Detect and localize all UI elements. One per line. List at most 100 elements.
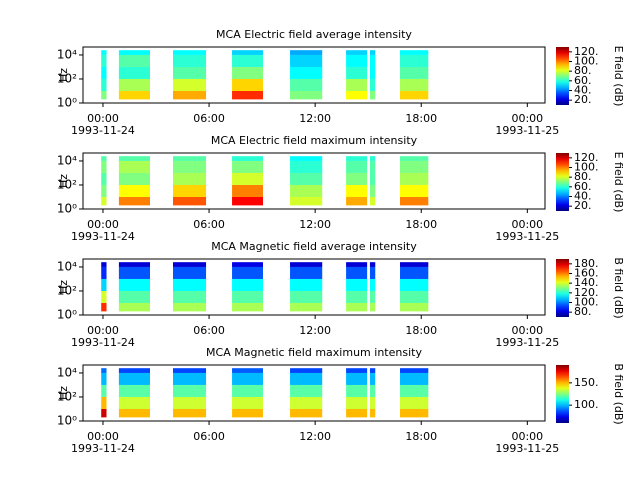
colorbar-tick-label: 140. — [574, 276, 599, 289]
heatmap-cell — [400, 196, 429, 206]
heatmap-cell — [118, 368, 151, 373]
x-tick-label: 06:00 — [193, 430, 225, 443]
heatmap-cell — [290, 302, 323, 312]
y-tick-label: 10⁰ — [57, 414, 77, 428]
y-tick-label: 10⁰ — [57, 202, 77, 216]
colorbar-tick-label: 80. — [574, 170, 592, 183]
colorbar-tick-label: 160. — [574, 267, 599, 280]
y-tick-label: 10² — [57, 283, 77, 297]
heatmap-cell — [290, 278, 323, 291]
heatmap-cell — [290, 66, 323, 79]
heatmap-cell — [400, 156, 429, 161]
heatmap-cell — [101, 160, 107, 173]
heatmap-cell — [290, 262, 323, 267]
heatmap-cell — [118, 290, 151, 303]
heatmap-cell — [118, 384, 151, 397]
heatmap-cell — [232, 408, 263, 418]
y-tick-label: 10² — [57, 71, 77, 85]
x-tick-date: 1993-11-24 — [71, 124, 135, 137]
heatmap-cell — [400, 50, 429, 55]
heatmap-cell — [232, 196, 263, 206]
heatmap-cell — [118, 278, 151, 291]
x-tick-label: 00:00 — [511, 218, 543, 231]
heatmap-cell — [232, 396, 263, 409]
colorbar-tick-label: 60. — [574, 180, 592, 193]
heatmap-cell — [346, 156, 368, 161]
x-tick-label: 00:00 — [87, 218, 119, 231]
colorbar-label: E field (dB) — [612, 152, 625, 213]
colorbar-tick-label: 80. — [574, 64, 592, 77]
heatmap-cell — [400, 54, 429, 67]
x-tick-label: 06:00 — [193, 112, 225, 125]
heatmap-cell — [290, 50, 323, 55]
heatmap-cell — [101, 408, 107, 418]
heatmap-cell — [101, 262, 107, 267]
heatmap-cell — [290, 408, 323, 418]
heatmap-cell — [172, 50, 207, 55]
colorbar-tick-label: 20. — [574, 199, 592, 212]
heatmap-cell — [232, 266, 263, 279]
colorbar — [556, 47, 569, 105]
heatmap-cell — [290, 384, 323, 397]
heatmap-cell — [400, 90, 429, 100]
heatmap-cell — [290, 160, 323, 173]
colorbar-tick-label: 150. — [574, 376, 599, 389]
heatmap-cell — [118, 66, 151, 79]
heatmap-cell — [400, 262, 429, 267]
heatmap-cell — [101, 290, 107, 303]
heatmap-cell — [290, 290, 323, 303]
x-tick-label: 00:00 — [87, 324, 119, 337]
heatmap-cell — [232, 172, 263, 185]
heatmap-cell — [118, 90, 151, 100]
colorbar-tick-label: 180. — [574, 257, 599, 270]
x-tick-label: 18:00 — [405, 324, 437, 337]
heatmap-cell — [346, 408, 368, 418]
y-tick-label: 10² — [57, 177, 77, 191]
heatmap-cell — [101, 196, 107, 206]
x-tick-label: 12:00 — [299, 324, 331, 337]
heatmap-cell — [118, 50, 151, 55]
plot-frame — [82, 364, 546, 422]
heatmap-cell — [101, 172, 107, 185]
x-tick-label: 18:00 — [405, 218, 437, 231]
heatmap-cell — [172, 78, 207, 91]
colorbar-label: E field (dB) — [612, 46, 625, 107]
colorbar-tick-label: 120. — [574, 286, 599, 299]
heatmap-cell — [400, 266, 429, 279]
panel-title: MCA Magnetic field average intensity — [211, 240, 417, 253]
heatmap-cell — [101, 372, 107, 385]
heatmap-cell — [172, 54, 207, 67]
heatmap-cell — [101, 368, 107, 373]
heatmap-cell — [346, 302, 368, 312]
heatmap-cell — [172, 156, 207, 161]
colorbar — [556, 153, 569, 211]
heatmap-cell — [290, 184, 323, 197]
x-tick-date: 1993-11-24 — [71, 442, 135, 455]
heatmap-cell — [369, 302, 376, 312]
heatmap-cell — [369, 266, 376, 279]
heatmap-cell — [101, 90, 107, 100]
heatmap-cell — [400, 368, 429, 373]
colorbar-tick-label: 100. — [574, 161, 599, 174]
heatmap-cell — [118, 262, 151, 267]
x-tick-date: 1993-11-25 — [495, 230, 559, 243]
heatmap-cell — [369, 396, 376, 409]
heatmap-cell — [369, 54, 376, 67]
y-tick-label: 10² — [57, 389, 77, 403]
heatmap-cell — [118, 408, 151, 418]
heatmap-cell — [369, 408, 376, 418]
plot-frame — [82, 152, 546, 210]
heatmap-cell — [232, 50, 263, 55]
heatmap-cell — [290, 78, 323, 91]
y-axis-label: Hz — [57, 280, 70, 294]
heatmap-cell — [172, 160, 207, 173]
heatmap-cell — [101, 302, 107, 312]
heatmap-cell — [346, 54, 368, 67]
x-tick-label: 18:00 — [405, 112, 437, 125]
heatmap-cell — [232, 372, 263, 385]
heatmap-cell — [118, 160, 151, 173]
heatmap-cell — [346, 66, 368, 79]
heatmap-cell — [101, 266, 107, 279]
colorbar-tick-label: 40. — [574, 190, 592, 203]
heatmap-cell — [369, 384, 376, 397]
